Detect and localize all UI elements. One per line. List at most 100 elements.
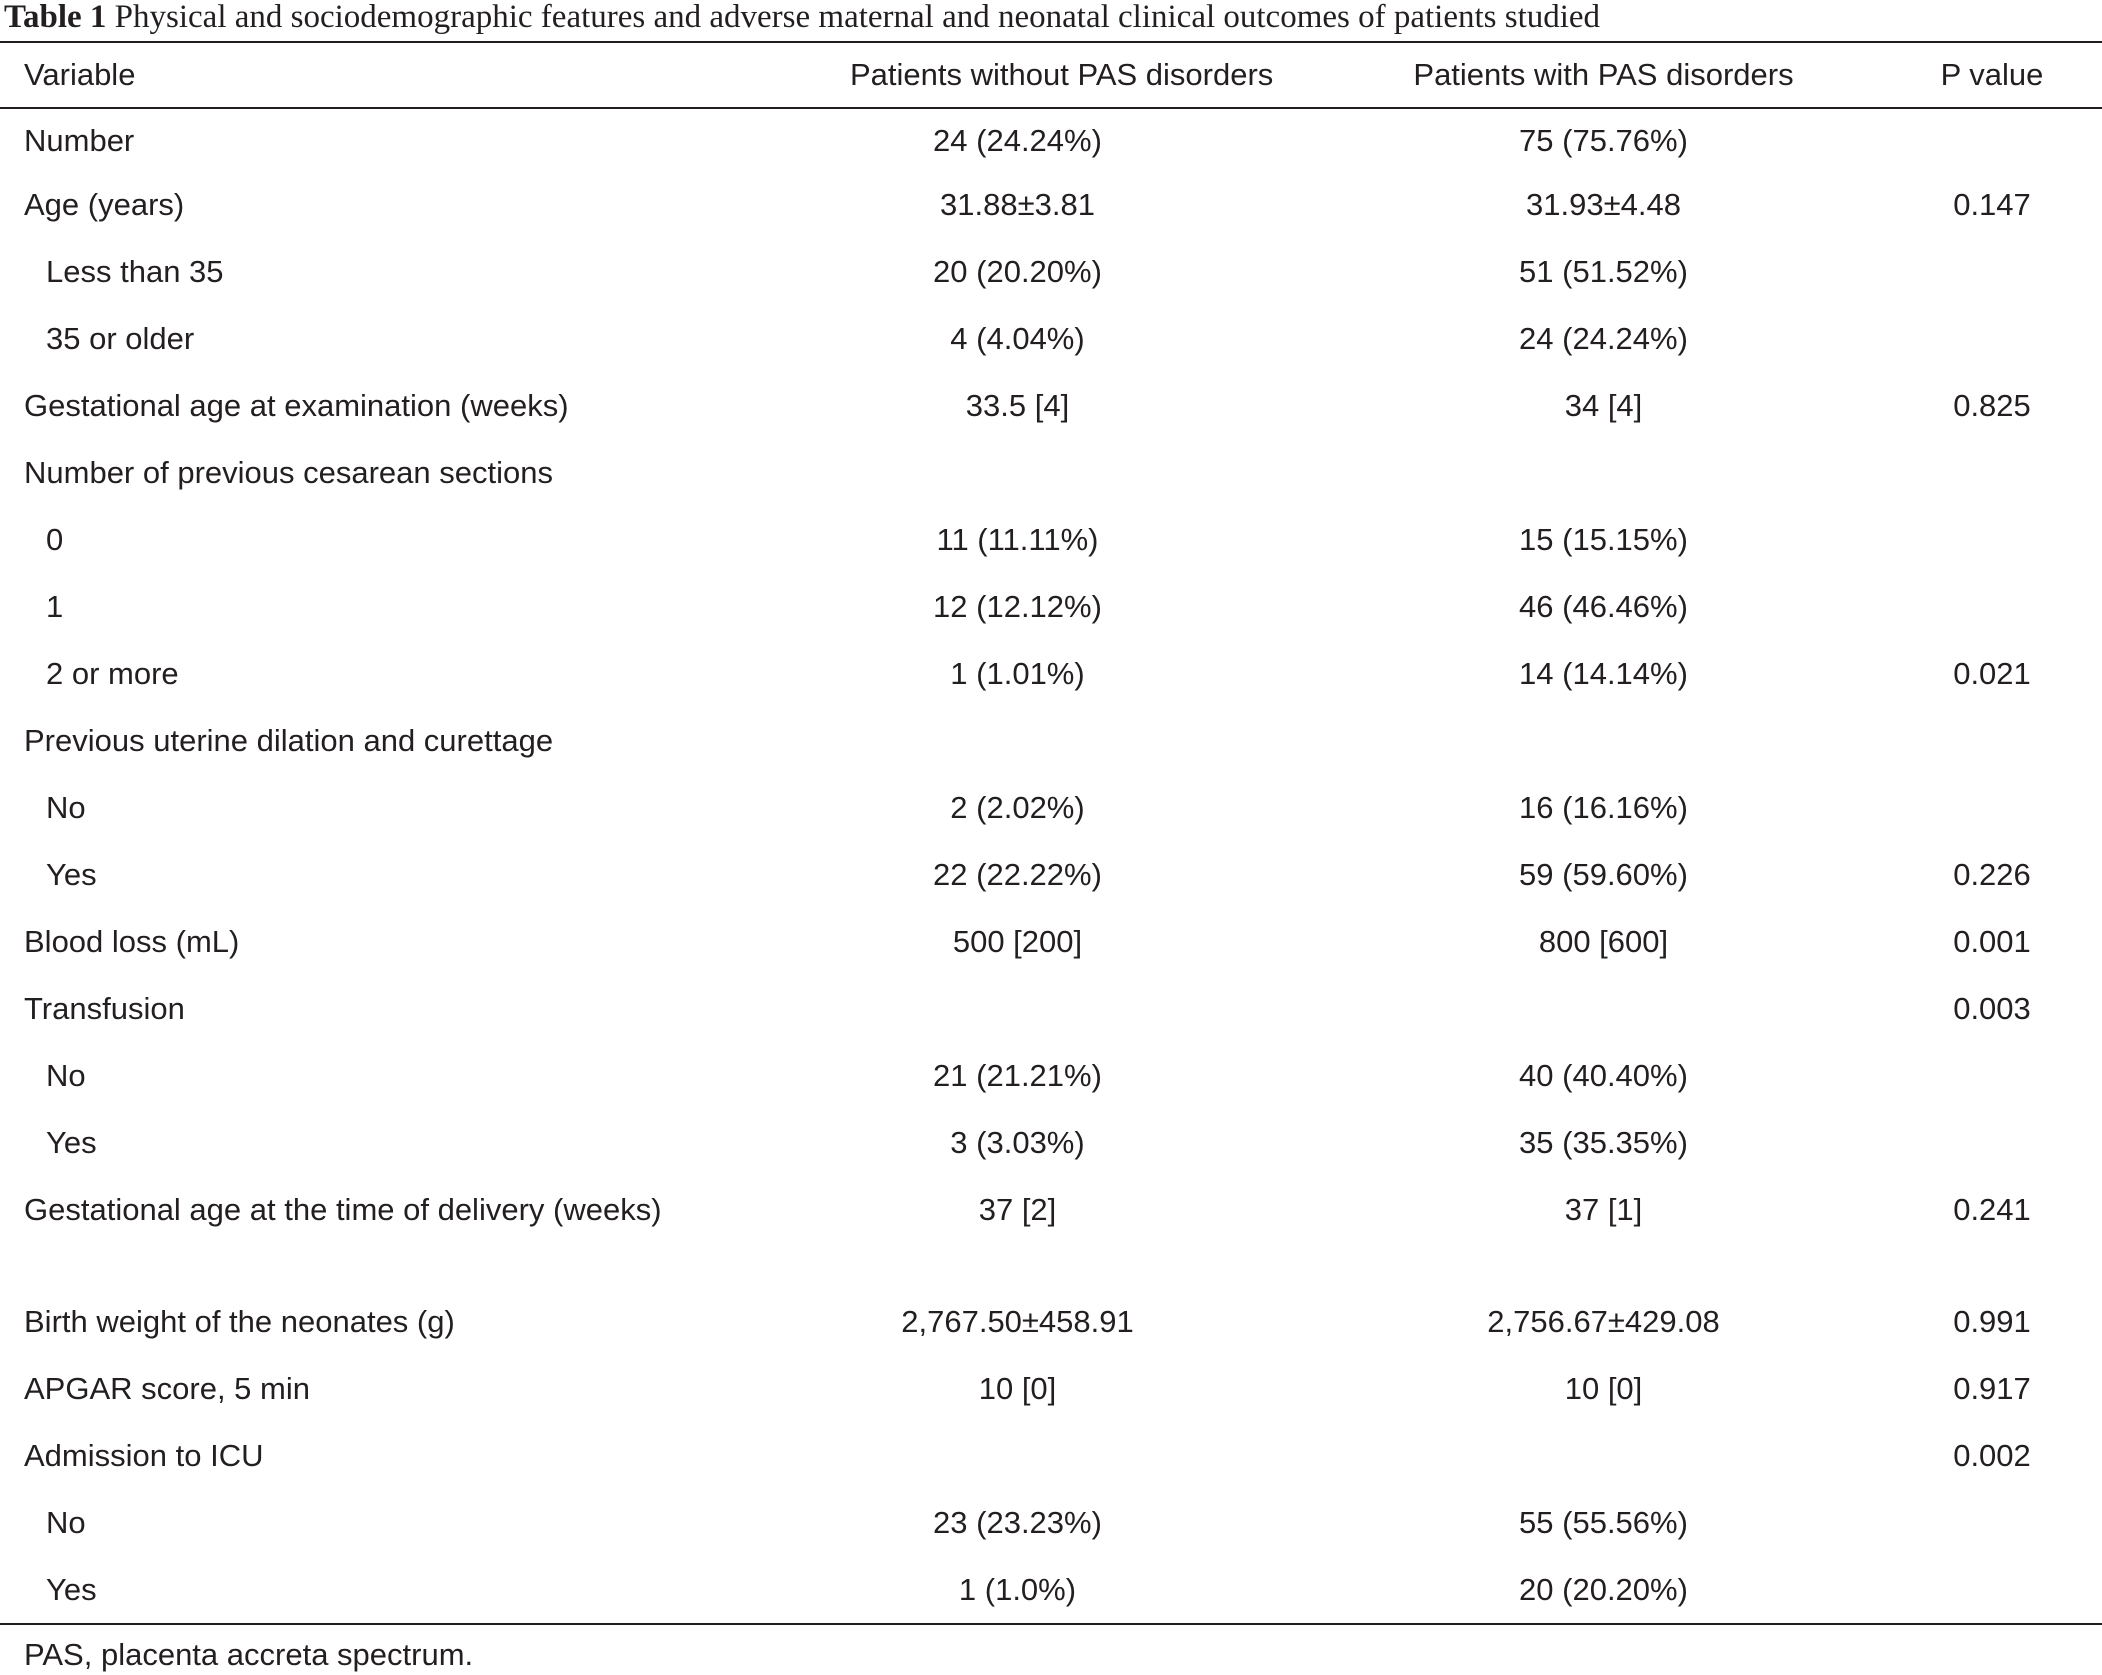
cell-without-pas: 23 (23.23%): [933, 1505, 1102, 1540]
cell-without-pas: [680, 442, 1185, 509]
cell-variable: Gestational age at the time of delivery …: [24, 1192, 662, 1227]
cell-without-pas: 33.5 [4]: [965, 388, 1070, 423]
table-body: Number 24 (24.24%) 75 (75.76%) Age (years) 3…: [0, 107, 2102, 1626]
cell-p-value: 0.226: [1953, 857, 2031, 892]
cell-variable: Previous uterine dilation and curettage: [24, 723, 554, 758]
cell-variable: 2 or more: [46, 656, 179, 691]
header-p-value: P value: [1940, 57, 2044, 92]
cell-variable: 0: [46, 522, 64, 557]
cell-p-value: 0.147: [1953, 187, 2031, 222]
cell-without-pas: 4 (4.04%): [950, 321, 1085, 356]
cell-variable: No: [46, 790, 86, 825]
table-row: Yes 3 (3.03%) 35 (35.35%): [0, 1112, 2102, 1179]
cell-with-pas: [1185, 710, 1862, 777]
cell-with-pas: 16 (16.16%): [1519, 790, 1688, 825]
cell-with-pas: 34 [4]: [1564, 388, 1643, 423]
cell-with-pas: [1185, 978, 1862, 1045]
cell-without-pas: [680, 710, 1185, 777]
table-row: 1 12 (12.12%) 46 (46.46%): [0, 576, 2102, 643]
cell-p-value: 0.991: [1953, 1304, 2031, 1339]
cell-p-value: [1862, 710, 2102, 777]
cell-with-pas: 15 (15.15%): [1519, 522, 1688, 557]
cell-variable: APGAR score, 5 min: [24, 1371, 310, 1406]
cell-with-pas: 800 [600]: [1538, 924, 1669, 959]
cell-without-pas: 1 (1.01%): [950, 656, 1085, 691]
table-row: Yes 1 (1.0%) 20 (20.20%): [0, 1559, 2102, 1626]
cell-without-pas: 21 (21.21%): [933, 1058, 1102, 1093]
cell-variable: Blood loss (mL): [24, 924, 240, 959]
cell-without-pas: 3 (3.03%): [950, 1125, 1085, 1160]
cell-with-pas: 24 (24.24%): [1519, 321, 1688, 356]
table-header-rule: [0, 107, 2102, 109]
cell-with-pas: 35 (35.35%): [1519, 1125, 1688, 1160]
table-caption: Table 1 Physical and sociodemographic fe…: [4, 0, 1600, 36]
cell-variable: Yes: [46, 1572, 97, 1607]
table-row: Birth weight of the neonates (g) 2,767.50…: [0, 1291, 2102, 1358]
cell-p-value: 0.241: [1953, 1192, 2031, 1227]
cell-variable: Number of previous cesarean sections: [24, 455, 553, 490]
cell-without-pas: [680, 1425, 1185, 1492]
cell-without-pas: 22 (22.22%): [933, 857, 1102, 892]
table-footnote: PAS, placenta accreta spectrum.: [24, 1637, 474, 1672]
cell-p-value: 0.825: [1953, 388, 2031, 423]
cell-variable: Transfusion: [24, 991, 185, 1026]
results-table: Variable Patients without PAS disorders …: [0, 43, 2102, 1626]
table-row: Previous uterine dilation and curettage: [0, 710, 2102, 777]
table-row: Gestational age at examination (weeks) 33…: [0, 375, 2102, 442]
cell-with-pas: 10 [0]: [1564, 1371, 1643, 1406]
cell-variable: No: [46, 1058, 86, 1093]
cell-with-pas: 40 (40.40%): [1519, 1058, 1688, 1093]
cell-p-value: [1862, 442, 2102, 509]
cell-with-pas: 14 (14.14%): [1519, 656, 1688, 691]
table-row: Gestational age at the time of delivery …: [0, 1179, 2102, 1291]
table-row: No 23 (23.23%) 55 (55.56%): [0, 1492, 2102, 1559]
table-row: Number of previous cesarean sections: [0, 442, 2102, 509]
cell-variable: 35 or older: [46, 321, 195, 356]
cell-p-value: [1862, 107, 2102, 174]
table-caption-label: Table 1: [4, 0, 107, 35]
cell-with-pas: 20 (20.20%): [1519, 1572, 1688, 1607]
cell-p-value: 0.003: [1953, 991, 2031, 1026]
cell-p-value: [1862, 1559, 2102, 1626]
cell-with-pas: 59 (59.60%): [1519, 857, 1688, 892]
table-top-rule: [0, 41, 2102, 43]
cell-without-pas: 37 [2]: [978, 1192, 1057, 1227]
cell-variable: No: [46, 1505, 86, 1540]
cell-variable: Yes: [46, 1125, 97, 1160]
cell-p-value: [1862, 308, 2102, 375]
cell-with-pas: [1185, 442, 1862, 509]
cell-with-pas: 75 (75.76%): [1519, 123, 1688, 158]
table-row: No 21 (21.21%) 40 (40.40%): [0, 1045, 2102, 1112]
table-caption-text: Physical and sociodemographic features a…: [114, 0, 1601, 35]
cell-p-value: 0.917: [1953, 1371, 2031, 1406]
table-row: Admission to ICU 0.002: [0, 1425, 2102, 1492]
cell-with-pas: 46 (46.46%): [1519, 589, 1688, 624]
cell-without-pas: 12 (12.12%): [933, 589, 1102, 624]
cell-without-pas: 31.88±3.81: [940, 187, 1095, 222]
cell-variable: Number: [24, 123, 135, 158]
cell-p-value: 0.021: [1953, 656, 2031, 691]
table-row: Blood loss (mL) 500 [200] 800 [600] 0.001: [0, 911, 2102, 978]
cell-without-pas: 24 (24.24%): [933, 123, 1102, 158]
cell-without-pas: 2 (2.02%): [950, 790, 1085, 825]
cell-variable: Age (years): [24, 187, 185, 222]
cell-p-value: [1862, 576, 2102, 643]
cell-p-value: [1862, 1112, 2102, 1179]
header-variable: Variable: [24, 57, 136, 92]
cell-variable: 1: [46, 589, 64, 624]
cell-p-value: [1862, 1045, 2102, 1112]
cell-p-value: 0.002: [1953, 1438, 2031, 1473]
cell-without-pas: 500 [200]: [952, 924, 1083, 959]
header-row: Variable Patients without PAS disorders …: [0, 43, 2102, 107]
cell-with-pas: 51 (51.52%): [1519, 254, 1688, 289]
table-row: No 2 (2.02%) 16 (16.16%): [0, 777, 2102, 844]
table-row: 35 or older 4 (4.04%) 24 (24.24%): [0, 308, 2102, 375]
header-without-pas: Patients without PAS disorders: [850, 57, 1274, 92]
cell-with-pas: [1185, 1425, 1862, 1492]
cell-without-pas: 1 (1.0%): [958, 1572, 1077, 1607]
cell-without-pas: 10 [0]: [978, 1371, 1057, 1406]
cell-p-value: [1862, 1492, 2102, 1559]
header-with-pas: Patients with PAS disorders: [1413, 57, 1794, 92]
table-row: 0 11 (11.11%) 15 (15.15%): [0, 509, 2102, 576]
cell-p-value: 0.001: [1953, 924, 2031, 959]
